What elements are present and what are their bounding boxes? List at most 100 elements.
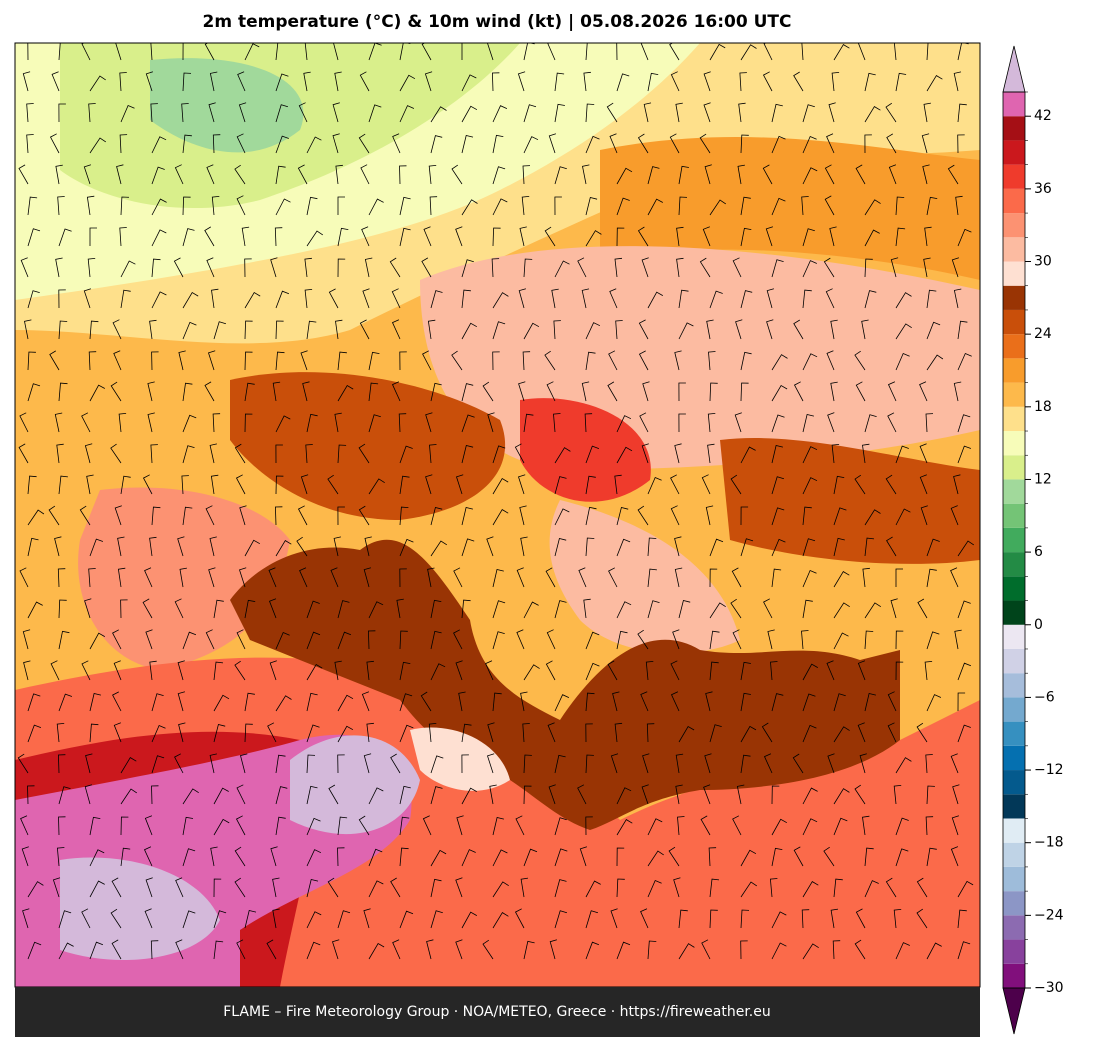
- wind-barb: [738, 102, 746, 123]
- wind-barb: [554, 694, 570, 712]
- wind-barb: [585, 351, 596, 371]
- wind-barb: [585, 662, 600, 681]
- wind-barb: [238, 102, 247, 123]
- wind-barb: [368, 880, 384, 898]
- wind-barb: [453, 629, 463, 650]
- wind-barb: [425, 474, 433, 495]
- wind-barb: [801, 196, 809, 216]
- wind-barb: [48, 505, 60, 526]
- wind-barb: [213, 694, 230, 712]
- wind-barb: [182, 506, 193, 526]
- wind-barb: [151, 506, 161, 526]
- wind-barb: [771, 135, 786, 154]
- wind-barb: [864, 199, 881, 216]
- wind-barb: [368, 351, 380, 371]
- wind-barb: [732, 629, 742, 650]
- wind-barb: [740, 849, 757, 867]
- wind-barb: [268, 598, 277, 619]
- wind-barb: [957, 662, 972, 681]
- wind-barb: [396, 598, 404, 619]
- wind-barb: [27, 941, 42, 960]
- wind-barb: [205, 629, 215, 650]
- wind-barb: [213, 940, 224, 960]
- wind-barb: [399, 165, 407, 185]
- wind-barb: [85, 753, 93, 774]
- wind-barb: [802, 506, 812, 526]
- wind-barb: [830, 381, 838, 402]
- wind-barb: [275, 786, 288, 805]
- wind-barb: [861, 319, 869, 340]
- wind-barb: [890, 598, 898, 619]
- wind-barb: [306, 663, 323, 681]
- wind-barb: [833, 507, 847, 526]
- wind-barb: [361, 226, 370, 247]
- wind-barb: [895, 445, 909, 464]
- wind-barb: [492, 351, 500, 371]
- wind-barb: [335, 164, 343, 185]
- wind-barb: [49, 133, 60, 154]
- wind-barb: [767, 629, 775, 650]
- wind-barb: [523, 848, 538, 867]
- wind-barb: [826, 350, 835, 371]
- wind-barb: [548, 784, 556, 805]
- wind-barb: [614, 722, 623, 743]
- wind-barb: [855, 381, 866, 402]
- wind-barb: [297, 164, 308, 185]
- wind-barb: [674, 350, 682, 371]
- colorbar-band: [1003, 92, 1025, 117]
- wind-barb: [523, 413, 534, 433]
- wind-barb: [491, 72, 500, 92]
- colorbar-tick-label: −18: [1034, 835, 1064, 851]
- wind-barb: [181, 103, 189, 123]
- wind-barb: [275, 415, 291, 433]
- wind-barb: [950, 846, 959, 867]
- wind-barb: [213, 724, 226, 743]
- wind-barb: [802, 228, 815, 247]
- wind-barb: [709, 382, 718, 402]
- wind-barb: [455, 939, 463, 960]
- wind-barb: [802, 353, 818, 371]
- wind-barb: [213, 661, 224, 681]
- wind-barb: [647, 537, 657, 557]
- wind-barb: [802, 693, 816, 712]
- wind-barb: [458, 691, 466, 712]
- wind-barb: [428, 723, 437, 743]
- wind-barb: [950, 567, 959, 588]
- colorbar-band: [1003, 770, 1025, 795]
- colorbar-band: [1003, 624, 1025, 649]
- wind-barb: [703, 784, 711, 805]
- wind-barb: [802, 599, 813, 619]
- wind-barb: [864, 537, 875, 557]
- wind-barb: [672, 629, 680, 650]
- wind-barb: [399, 74, 416, 92]
- wind-barb: [461, 507, 473, 526]
- wind-barb: [709, 602, 726, 619]
- wind-barb: [327, 877, 339, 898]
- wind-barb: [430, 786, 443, 805]
- wind-barb: [361, 691, 370, 712]
- wind-barb: [306, 724, 320, 743]
- wind-barb: [647, 476, 662, 495]
- wind-barb: [771, 103, 783, 123]
- wind-barb: [919, 474, 928, 495]
- wind-barb: [802, 414, 814, 433]
- wind-barb: [120, 104, 135, 123]
- wind-barb: [275, 73, 289, 92]
- wind-barb: [430, 630, 442, 650]
- wind-barb: [422, 350, 432, 371]
- wind-barb: [771, 476, 785, 495]
- wind-barb: [236, 133, 246, 154]
- wind-barb: [703, 71, 711, 92]
- wind-barb: [306, 692, 318, 712]
- colorbar-band: [1003, 164, 1025, 189]
- wind-barb: [306, 320, 317, 340]
- wind-barb: [177, 660, 185, 681]
- wind-barb: [614, 474, 622, 495]
- wind-barb: [833, 817, 848, 836]
- wind-barb: [577, 257, 587, 278]
- colorbar-band: [1003, 648, 1025, 674]
- wind-barb: [87, 258, 96, 278]
- wind-barb: [554, 260, 570, 278]
- wind-barb: [461, 383, 474, 402]
- wind-barb: [732, 815, 742, 836]
